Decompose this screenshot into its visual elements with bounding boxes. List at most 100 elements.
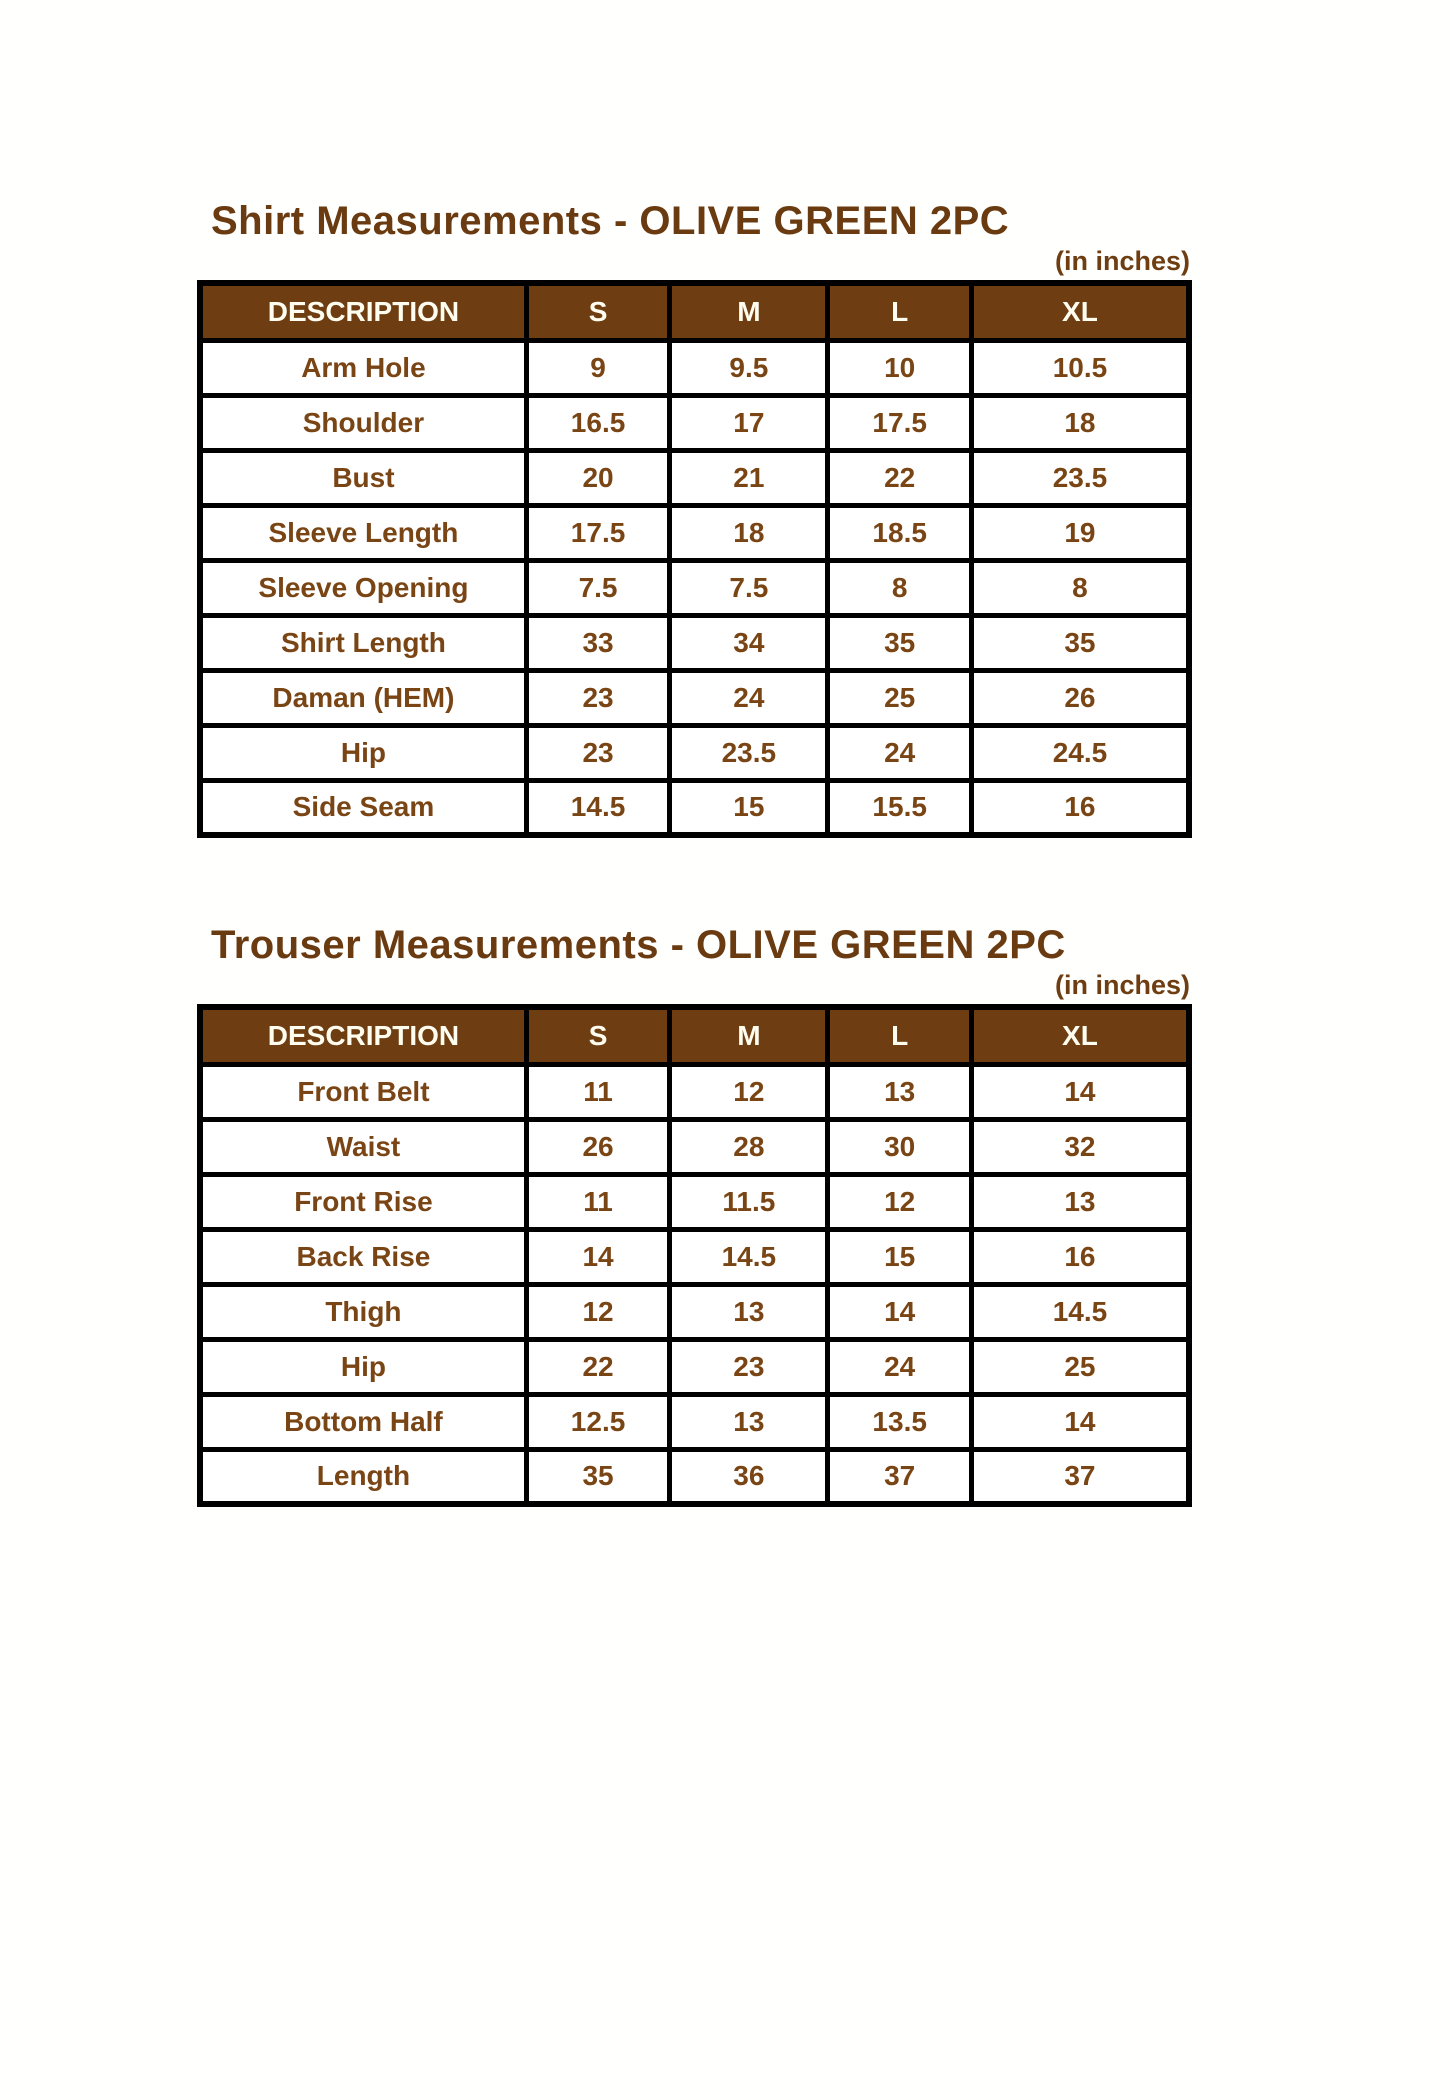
shirt-section-title: Shirt Measurements - OLIVE GREEN 2PC <box>211 199 1010 243</box>
table-row: Shoulder 16.5 17 17.5 18 <box>197 392 1192 453</box>
measurement-cell: 12 <box>523 1281 673 1342</box>
column-header-l: L <box>825 1004 974 1067</box>
table-row: Sleeve Opening 7.5 7.5 8 8 <box>197 557 1192 618</box>
measurement-cell: 26 <box>523 1116 673 1177</box>
measurement-cell: 13 <box>825 1061 974 1122</box>
row-label: Length <box>197 1446 529 1507</box>
row-label: Bust <box>197 447 529 508</box>
trouser-table-header: DESCRIPTION S M L XL <box>197 1004 1192 1067</box>
measurement-cell: 15.5 <box>825 777 974 838</box>
measurement-cell: 16 <box>968 1226 1192 1287</box>
measurement-cell: 24.5 <box>968 722 1192 783</box>
table-row: Bust 20 21 22 23.5 <box>197 447 1192 508</box>
column-header-m: M <box>667 1004 831 1067</box>
measurement-cell: 37 <box>825 1446 974 1507</box>
row-label: Front Belt <box>197 1061 529 1122</box>
measurement-cell: 35 <box>523 1446 673 1507</box>
measurement-cell: 16 <box>968 777 1192 838</box>
row-label: Side Seam <box>197 777 529 838</box>
measurement-cell: 14 <box>523 1226 673 1287</box>
row-label: Back Rise <box>197 1226 529 1287</box>
table-row: Length 35 36 37 37 <box>197 1446 1192 1507</box>
table-row: Sleeve Length 17.5 18 18.5 19 <box>197 502 1192 563</box>
measurement-cell: 24 <box>825 722 974 783</box>
table-row: Waist 26 28 30 32 <box>197 1116 1192 1177</box>
shirt-unit-note: (in inches) <box>1054 246 1190 276</box>
measurement-cell: 18 <box>968 392 1192 453</box>
measurement-cell: 10 <box>825 337 974 398</box>
measurement-cell: 14.5 <box>667 1226 831 1287</box>
measurement-cell: 33 <box>523 612 673 673</box>
column-header-m: M <box>667 280 831 343</box>
row-label: Sleeve Length <box>197 502 529 563</box>
measurement-cell: 12 <box>667 1061 831 1122</box>
measurement-cell: 18 <box>667 502 831 563</box>
measurement-cell: 14 <box>968 1061 1192 1122</box>
measurement-cell: 12.5 <box>523 1391 673 1452</box>
trouser-section: Trouser Measurements - OLIVE GREEN 2PC (… <box>197 922 1192 1507</box>
measurement-cell: 37 <box>968 1446 1192 1507</box>
trouser-measurements-table: DESCRIPTION S M L XL Front Belt 11 12 13 14 W… <box>197 1004 1192 1507</box>
column-header-s: S <box>523 1004 673 1067</box>
row-label: Waist <box>197 1116 529 1177</box>
measurement-cell: 22 <box>523 1336 673 1397</box>
measurement-cell: 13.5 <box>825 1391 974 1452</box>
column-header-xl: XL <box>968 1004 1192 1067</box>
measurement-cell: 30 <box>825 1116 974 1177</box>
measurement-cell: 11.5 <box>667 1171 831 1232</box>
measurement-cell: 11 <box>523 1171 673 1232</box>
row-label: Hip <box>197 722 529 783</box>
measurement-cell: 14 <box>968 1391 1192 1452</box>
measurement-cell: 15 <box>825 1226 974 1287</box>
measurement-cell: 13 <box>667 1391 831 1452</box>
measurement-cell: 17.5 <box>825 392 974 453</box>
table-row: Thigh 12 13 14 14.5 <box>197 1281 1192 1342</box>
row-label: Thigh <box>197 1281 529 1342</box>
table-row: Back Rise 14 14.5 15 16 <box>197 1226 1192 1287</box>
measurement-cell: 28 <box>667 1116 831 1177</box>
measurement-cell: 22 <box>825 447 974 508</box>
shirt-table-body: Arm Hole 9 9.5 10 10.5 Shoulder 16.5 17 17.5 18 Bu… <box>197 337 1192 838</box>
row-label: Bottom Half <box>197 1391 529 1452</box>
row-label: Arm Hole <box>197 337 529 398</box>
measurement-cell: 23.5 <box>968 447 1192 508</box>
row-label: Shirt Length <box>197 612 529 673</box>
table-row: Side Seam 14.5 15 15.5 16 <box>197 777 1192 838</box>
measurement-cell: 7.5 <box>667 557 831 618</box>
measurement-cell: 17.5 <box>523 502 673 563</box>
shirt-table-header: DESCRIPTION S M L XL <box>197 280 1192 343</box>
measurement-cell: 20 <box>523 447 673 508</box>
shirt-measurements-table: DESCRIPTION S M L XL Arm Hole 9 9.5 10 10.5 S… <box>197 280 1192 838</box>
measurement-cell: 18.5 <box>825 502 974 563</box>
measurement-cell: 14.5 <box>523 777 673 838</box>
measurement-cell: 21 <box>667 447 831 508</box>
trouser-table-body: Front Belt 11 12 13 14 Waist 26 28 30 32 Front Ris… <box>197 1061 1192 1507</box>
measurement-cell: 26 <box>968 667 1192 728</box>
table-row: Front Belt 11 12 13 14 <box>197 1061 1192 1122</box>
row-label: Front Rise <box>197 1171 529 1232</box>
column-header-xl: XL <box>968 280 1192 343</box>
measurement-cell: 23 <box>523 667 673 728</box>
measurement-cell: 25 <box>968 1336 1192 1397</box>
measurement-cell: 23 <box>667 1336 831 1397</box>
measurement-cell: 15 <box>667 777 831 838</box>
measurement-cell: 36 <box>667 1446 831 1507</box>
row-label: Shoulder <box>197 392 529 453</box>
measurement-cell: 17 <box>667 392 831 453</box>
measurement-cell: 35 <box>968 612 1192 673</box>
table-row: Hip 23 23.5 24 24.5 <box>197 722 1192 783</box>
shirt-section: Shirt Measurements - OLIVE GREEN 2PC (in… <box>197 198 1192 838</box>
measurement-cell: 23 <box>523 722 673 783</box>
measurement-cell: 19 <box>968 502 1192 563</box>
measurement-cell: 35 <box>825 612 974 673</box>
measurement-cell: 16.5 <box>523 392 673 453</box>
measurement-cell: 14 <box>825 1281 974 1342</box>
header-row: DESCRIPTION S M L XL <box>197 1004 1192 1067</box>
table-row: Shirt Length 33 34 35 35 <box>197 612 1192 673</box>
table-row: Front Rise 11 11.5 12 13 <box>197 1171 1192 1232</box>
measurement-cell: 12 <box>825 1171 974 1232</box>
measurement-cell: 7.5 <box>523 557 673 618</box>
measurement-cell: 13 <box>968 1171 1192 1232</box>
column-header-description: DESCRIPTION <box>197 1004 529 1067</box>
